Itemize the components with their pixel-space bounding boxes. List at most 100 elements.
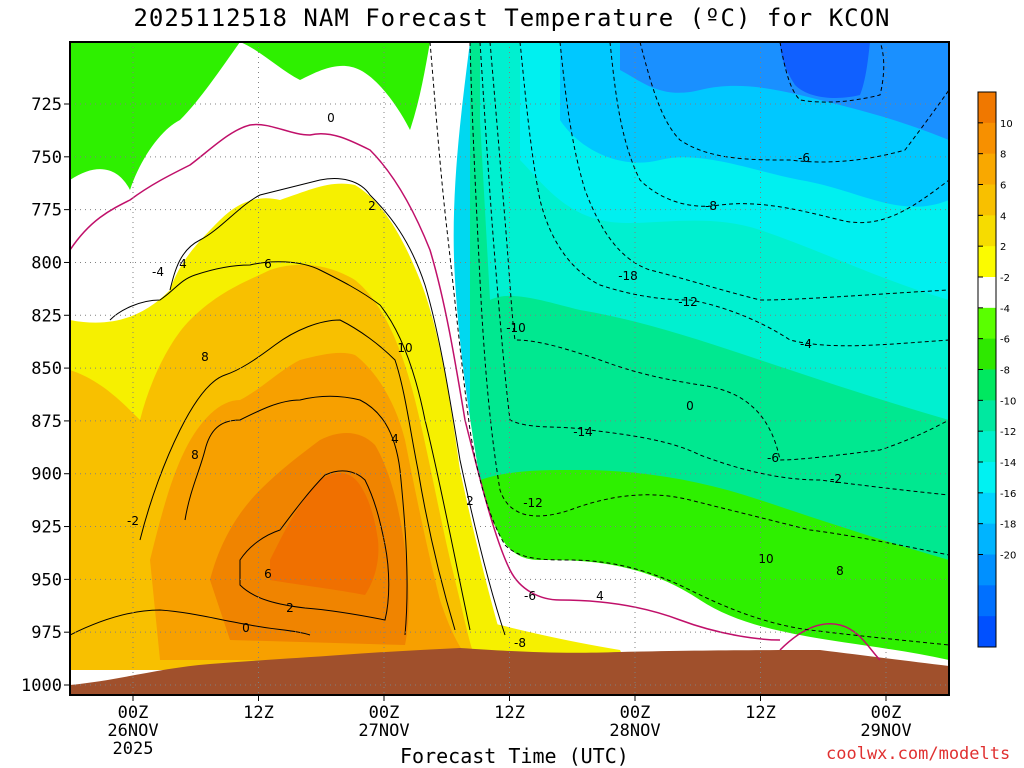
y-tick-label: 850 xyxy=(31,359,62,379)
x-tick-label: 00Z xyxy=(118,703,149,723)
colorbar-swatch xyxy=(978,92,996,124)
contour-layer xyxy=(70,42,949,661)
contour-label: 10 xyxy=(758,552,773,566)
y-tick-label: 800 xyxy=(31,253,62,273)
colorbar-swatch xyxy=(978,246,996,278)
contour-label: -4 xyxy=(800,337,812,351)
x-tick-label: 12Z xyxy=(494,703,525,723)
contour-label: -8 xyxy=(514,636,526,650)
colorbar-swatch xyxy=(978,523,996,555)
contour-8-left xyxy=(184,395,408,636)
colorbar-swatch xyxy=(978,431,996,463)
contour-10 xyxy=(239,470,390,621)
contour-zero-right xyxy=(779,623,881,661)
contour-label: 6 xyxy=(264,257,272,271)
colorbar-label: -2 xyxy=(1000,273,1010,284)
x-tick-date: 26NOV xyxy=(107,721,158,741)
y-tick-label: 950 xyxy=(31,570,62,590)
colorbar-swatch xyxy=(978,462,996,494)
colorbar-label: 8 xyxy=(1000,150,1006,161)
contour-label: 0 xyxy=(327,111,335,125)
contour-neg14 xyxy=(609,42,949,224)
contour-label: 8 xyxy=(836,564,844,578)
contour-label: -10 xyxy=(506,321,526,335)
colorbar-label: -16 xyxy=(1000,489,1016,500)
contour-label: 0 xyxy=(242,621,250,635)
contour-label: -6 xyxy=(767,451,779,465)
contour-label: -12 xyxy=(678,295,698,309)
contour-label: -2 xyxy=(830,472,842,486)
contour-label: 4 xyxy=(179,257,187,271)
contour-label: 2 xyxy=(466,494,474,508)
contour-2 xyxy=(169,178,506,636)
contour-neg2 xyxy=(429,42,949,646)
contour-zero-upper xyxy=(70,123,781,641)
contour-label: -6 xyxy=(798,151,810,165)
contour-label: 6 xyxy=(264,567,272,581)
colorbar-swatch xyxy=(978,616,996,648)
y-tick-label: 725 xyxy=(31,95,62,115)
colorbar-label: -4 xyxy=(1000,304,1010,315)
x-axis-label: Forecast Time (UTC) xyxy=(400,744,629,768)
colorbar-swatch xyxy=(978,369,996,401)
chart-title: 2025112518 NAM Forecast Temperature (ºC)… xyxy=(133,4,891,32)
contour-6 xyxy=(139,319,456,631)
y-tick-label: 925 xyxy=(31,518,62,538)
colorbar: 10 8 6 4 2 -2 -4 -6 -8 -10 -12 -14 -16 -18 -20 xyxy=(977,91,1016,648)
contour-label: -12 xyxy=(523,496,543,510)
contour-neg16 xyxy=(639,42,949,163)
colorbar-label: 10 xyxy=(1000,119,1013,130)
y-tick-label: 1000 xyxy=(21,676,62,696)
contour-label: 10 xyxy=(397,341,412,355)
y-tick-label: 825 xyxy=(31,306,62,326)
colorbar-label: 6 xyxy=(1000,181,1006,192)
field-hot xyxy=(270,473,379,595)
colorbar-swatch xyxy=(978,400,996,432)
contour-label: -14 xyxy=(573,425,593,439)
colorbar-label: -6 xyxy=(1000,335,1010,346)
colorbar-label: -12 xyxy=(1000,427,1016,438)
x-tick-label: 12Z xyxy=(243,703,274,723)
contour-neg12 xyxy=(559,42,949,301)
x-tick-label: 12Z xyxy=(745,703,776,723)
x-tick-date: 28NOV xyxy=(609,721,660,741)
field-darkblue xyxy=(780,42,870,98)
colorbar-label: -18 xyxy=(1000,520,1016,531)
contour-label: -2 xyxy=(127,514,139,528)
colorbar-label: 4 xyxy=(1000,211,1006,222)
contour-neg8 xyxy=(489,42,949,461)
contour-neg4 xyxy=(469,42,949,556)
contour-neg18 xyxy=(779,42,885,103)
contour-label: -8 xyxy=(705,199,717,213)
field-layer xyxy=(70,42,949,695)
colorbar-swatch xyxy=(978,153,996,185)
colorbar-label: -14 xyxy=(1000,458,1016,469)
x-tick-label: 00Z xyxy=(620,703,651,723)
field-green-topleft xyxy=(70,42,430,190)
colorbar-label: -8 xyxy=(1000,366,1010,377)
contour-label-layer: 0 2 4 6 8 10 8 6 4 2 0 -2 -4 -6 -8 -10 -12 -14 -18 -12 -8 -6 -… xyxy=(127,111,844,650)
colorbar-swatch xyxy=(978,585,996,617)
colorbar-label: 2 xyxy=(1000,242,1006,253)
x-tick-year: 2025 xyxy=(113,739,154,759)
contour-8-bottom xyxy=(70,609,311,636)
contour-label: 2 xyxy=(368,199,376,213)
y-tick-label: 775 xyxy=(31,201,62,221)
contour-label: 8 xyxy=(191,448,199,462)
y-tick-label: 975 xyxy=(31,623,62,643)
colorbar-swatch xyxy=(978,215,996,247)
contour-label: 8 xyxy=(201,350,209,364)
colorbar-label: -10 xyxy=(1000,396,1016,407)
y-tick-label: 750 xyxy=(31,148,62,168)
x-tick-date: 27NOV xyxy=(358,721,409,741)
contour-label: 4 xyxy=(391,432,399,446)
ground xyxy=(70,648,949,695)
credit-text: coolwx.com/modelts xyxy=(826,744,1011,764)
y-tick-label: 900 xyxy=(31,465,62,485)
colorbar-swatch xyxy=(978,184,996,216)
contour-label: -4 xyxy=(152,265,164,279)
contour-4 xyxy=(109,261,471,631)
colorbar-swatch xyxy=(978,338,996,370)
x-tick-date: 29NOV xyxy=(860,721,911,741)
